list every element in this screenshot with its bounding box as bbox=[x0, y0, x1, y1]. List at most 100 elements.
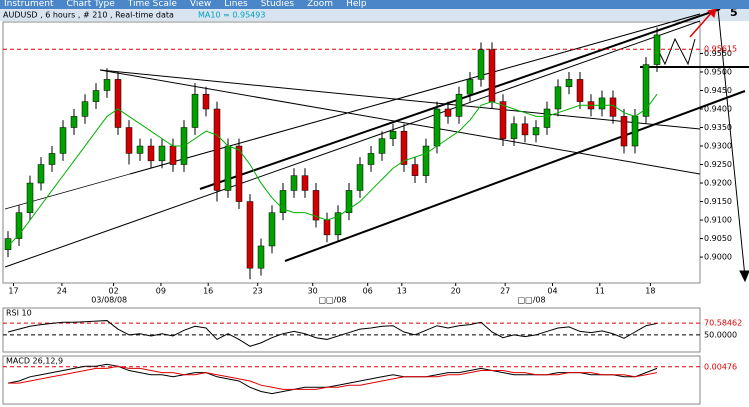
y-tick-label: 0.9350 bbox=[704, 123, 732, 132]
candle-body bbox=[4, 238, 12, 250]
candle-body bbox=[532, 127, 540, 136]
y-tick-label: 0.9500 bbox=[704, 67, 732, 76]
candle-body bbox=[290, 175, 298, 191]
y-tick-label: 0.9100 bbox=[704, 216, 732, 225]
x-tick-label: 24 bbox=[57, 287, 67, 296]
candle-body bbox=[15, 212, 23, 239]
header-bar bbox=[0, 9, 749, 21]
candle-body bbox=[70, 116, 78, 128]
candle-body bbox=[433, 108, 441, 147]
candle-body bbox=[312, 190, 320, 221]
reference-label: 0.95615 bbox=[704, 45, 737, 54]
x-tick-label: 16 bbox=[203, 287, 213, 296]
y-tick-label: 0.9300 bbox=[704, 142, 732, 151]
candle-body bbox=[323, 219, 331, 236]
x-sub-label: □□/08 bbox=[518, 296, 546, 305]
candle-body bbox=[620, 116, 628, 147]
menu-item[interactable]: Help bbox=[346, 0, 367, 9]
candle-body bbox=[125, 127, 133, 154]
x-sub-label: □□/08 bbox=[319, 296, 347, 305]
candle-body bbox=[136, 145, 144, 154]
candle-body bbox=[81, 101, 89, 117]
y-tick-label: 0.9150 bbox=[704, 197, 732, 206]
candle-body bbox=[598, 97, 606, 110]
x-tick-label: 02 bbox=[109, 287, 119, 296]
candle-body bbox=[631, 116, 639, 147]
series-line bbox=[7, 93, 658, 247]
candle-body bbox=[576, 79, 584, 102]
y-tick-label: 70.58462 bbox=[704, 319, 742, 328]
candle-body bbox=[565, 79, 573, 88]
candle-body bbox=[103, 79, 111, 91]
candle-body bbox=[499, 101, 507, 139]
candle-body bbox=[191, 93, 199, 128]
candle-body bbox=[301, 175, 309, 191]
x-tick-label: 06 bbox=[363, 287, 373, 296]
y-tick-label: 0.9400 bbox=[704, 105, 732, 114]
x-tick-label: 11 bbox=[595, 287, 605, 296]
red-arrow bbox=[689, 9, 717, 38]
candle-body bbox=[543, 108, 551, 128]
candle-body bbox=[279, 190, 287, 213]
y-tick-label: 0.9200 bbox=[704, 179, 732, 188]
menu-item[interactable]: Chart Type bbox=[66, 0, 115, 9]
menu-item[interactable]: Time Scale bbox=[127, 0, 177, 9]
candle-body bbox=[521, 123, 529, 136]
candle-body bbox=[114, 79, 122, 128]
x-tick-label: 20 bbox=[451, 287, 461, 296]
menu-bar: Instrument Chart Type Time Scale View Lines S… bbox=[0, 0, 749, 9]
y-tick-label: 0.9450 bbox=[704, 86, 732, 95]
x-tick-label: 13 bbox=[397, 287, 407, 296]
main-frame bbox=[2, 21, 701, 284]
chart: AUDUSD , 6 hours , # 210 , Real-time dat… bbox=[0, 9, 749, 405]
candle-body bbox=[334, 212, 342, 236]
candle-body bbox=[268, 212, 276, 247]
series-line bbox=[7, 320, 658, 347]
candle-body bbox=[422, 145, 430, 176]
menu-item[interactable]: View bbox=[189, 0, 212, 9]
candle-body bbox=[37, 164, 45, 184]
candle-body bbox=[389, 130, 397, 139]
menu-item[interactable]: Instrument bbox=[4, 0, 54, 9]
candle-body bbox=[48, 153, 56, 165]
x-tick-label: 27 bbox=[500, 287, 510, 296]
candle-body bbox=[345, 190, 353, 213]
candle-body bbox=[642, 64, 650, 117]
chart-header: AUDUSD , 6 hours , # 210 , Real-time dat… bbox=[3, 11, 174, 20]
panel-title: RSI 10 bbox=[6, 309, 32, 318]
candle-body bbox=[554, 86, 562, 110]
candle-body bbox=[455, 93, 463, 117]
panel-title: MACD 26,12,9 bbox=[6, 357, 63, 366]
candle-body bbox=[59, 127, 67, 154]
candle-body bbox=[158, 145, 166, 162]
x-tick-label: 17 bbox=[8, 287, 18, 296]
wave-label: 5 bbox=[730, 9, 738, 19]
x-tick-label: 23 bbox=[253, 287, 263, 296]
candle-body bbox=[257, 245, 265, 269]
candle-body bbox=[653, 34, 661, 65]
x-tick-label: 30 bbox=[308, 287, 318, 296]
macd-frame bbox=[2, 355, 701, 405]
study-label: MA10 = 0.95493 bbox=[198, 11, 265, 20]
candle-body bbox=[488, 49, 496, 102]
candle-body bbox=[466, 79, 474, 95]
y-tick-label: 0.9050 bbox=[704, 234, 732, 243]
rsi-frame bbox=[2, 307, 701, 353]
candle-body bbox=[246, 201, 254, 269]
candle-body bbox=[367, 153, 375, 165]
x-tick-label: 18 bbox=[645, 287, 655, 296]
menu-item[interactable]: Studies bbox=[260, 0, 295, 9]
candle-body bbox=[477, 49, 485, 80]
candle-body bbox=[378, 138, 386, 154]
candle-body bbox=[510, 123, 518, 139]
menu-item[interactable]: Zoom bbox=[307, 0, 334, 9]
y-tick-label: 0.9250 bbox=[704, 160, 732, 169]
x-tick-label: 04 bbox=[547, 287, 557, 296]
menu-item[interactable]: Lines bbox=[224, 0, 248, 9]
y-tick-label: 0.9550 bbox=[704, 49, 732, 58]
y-tick-label: 50.0000 bbox=[704, 330, 737, 339]
candle-body bbox=[26, 182, 34, 213]
candle-body bbox=[169, 145, 177, 165]
candle-body bbox=[213, 108, 221, 191]
